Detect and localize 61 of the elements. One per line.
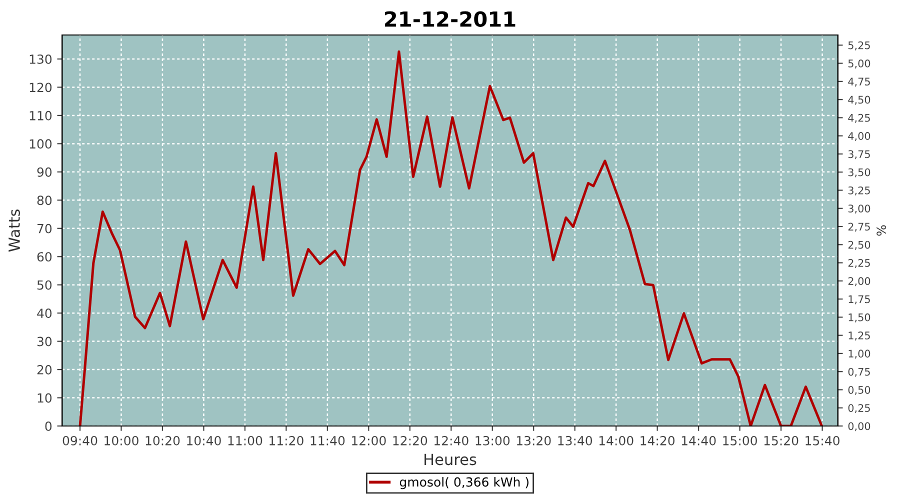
y2-tick-label: 0,50 <box>848 386 870 395</box>
x-tick-label: 14:20 <box>640 436 674 446</box>
x-axis-title: Heures <box>424 454 476 466</box>
y-tick-label: 70 <box>37 224 52 234</box>
y2-tick-label: 5,00 <box>848 60 870 68</box>
x-tick-label: 14:40 <box>682 436 716 446</box>
x-tick-label: 15:20 <box>764 436 798 446</box>
y-tick-label: 0 <box>45 421 52 431</box>
y2-tick-label: 3,75 <box>848 150 870 160</box>
y2-tick-label: 0,25 <box>848 404 870 414</box>
y-tick-label: 40 <box>37 308 52 318</box>
y2-tick-label: 4,00 <box>848 132 870 141</box>
y2-tick-label: 4,75 <box>848 78 870 87</box>
x-tick-label: 12:40 <box>434 436 468 446</box>
y2-tick-label: 4,25 <box>848 114 870 123</box>
y2-tick-label: 2,25 <box>848 259 870 268</box>
y-tick-label: 10 <box>38 393 52 403</box>
y2-tick-label: 1,75 <box>848 295 870 304</box>
y2-tick-label: 0,00 <box>848 422 870 432</box>
x-tick-label: 10:20 <box>146 436 180 446</box>
x-tick-label: 13:00 <box>476 436 510 446</box>
y2-tick-label: 2,00 <box>848 277 870 286</box>
y2-tick-label: 2,75 <box>848 222 870 232</box>
x-tick-label: 11:00 <box>228 436 262 446</box>
y2-tick-label: 5,25 <box>848 41 870 50</box>
y2-tick-label: 1,00 <box>848 350 870 359</box>
x-tick-label: 15:00 <box>723 436 757 446</box>
y-tick-label: 90 <box>37 167 52 177</box>
line-series <box>78 50 824 426</box>
x-tick-label: 14:00 <box>599 436 634 446</box>
y-tick-label: 130 <box>30 54 52 64</box>
x-tick-label: 11:40 <box>310 436 345 446</box>
y-tick-label: 60 <box>37 252 52 262</box>
y-axis-title: Watts <box>8 210 20 252</box>
y2-tick-label: 2,50 <box>848 240 870 250</box>
y2-tick-label: 3,00 <box>848 204 870 214</box>
y2-tick-label: 1,50 <box>848 313 870 322</box>
y-tick-label: 20 <box>37 365 52 374</box>
x-tick-label: 13:40 <box>558 436 592 446</box>
x-tick-label: 10:00 <box>104 436 138 446</box>
y2-tick-label: 0,75 <box>848 368 870 377</box>
y-tick-label: 120 <box>30 82 52 92</box>
y2-tick-label: 3,25 <box>848 186 870 196</box>
x-tick-label: 15:40 <box>806 436 840 446</box>
x-tick-label: 13:20 <box>516 436 551 446</box>
y2-tick-label: 4,50 <box>848 96 870 105</box>
chart-title: 21-12-2011 <box>385 11 516 27</box>
x-tick-label: 11:20 <box>270 436 304 446</box>
y2-axis-title: % <box>876 225 886 236</box>
x-tick-label: 12:20 <box>393 436 428 446</box>
x-tick-label: 10:40 <box>187 436 221 446</box>
y2-tick-label: 1,25 <box>848 332 870 340</box>
y-tick-label: 30 <box>37 336 52 346</box>
x-tick-label: 12:00 <box>352 436 386 446</box>
legend-label: gmosol( 0,366 kWh ) <box>400 477 528 490</box>
y2-tick-label: 3,50 <box>848 168 870 178</box>
x-tick-label: 09:40 <box>62 436 98 446</box>
y-tick-label: 100 <box>30 139 52 149</box>
y-tick-label: 110 <box>30 110 52 120</box>
y-tick-label: 50 <box>37 280 52 290</box>
y-tick-label: 80 <box>37 196 52 206</box>
